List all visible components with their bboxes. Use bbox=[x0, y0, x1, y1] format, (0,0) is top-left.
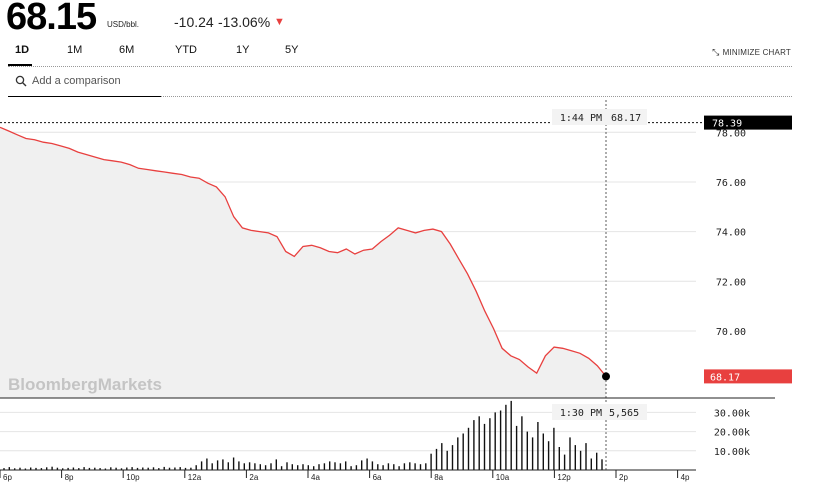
time-tick-label: 12p bbox=[557, 473, 571, 482]
price-tick-label: 70.00 bbox=[716, 327, 746, 338]
last-price-marker bbox=[602, 372, 610, 381]
crosshair-volume-value: 5,565 bbox=[609, 408, 639, 419]
price-chart[interactable]: 70.00 72.00 74.00 76.00 78.00 BloombergMarke… bbox=[0, 100, 817, 482]
price-area-fill bbox=[0, 127, 606, 399]
minimize-chart-label: MINIMIZE CHART bbox=[722, 48, 791, 57]
crosshair-price-tooltip-bg bbox=[552, 109, 647, 125]
watermark: BloombergMarkets bbox=[8, 375, 162, 394]
time-tick-label: 4a bbox=[311, 473, 320, 482]
active-tab-indicator bbox=[8, 64, 32, 66]
last-price-label: 68.17 bbox=[710, 372, 740, 383]
change-value: -10.24 bbox=[174, 14, 214, 30]
prior-close-label-bg bbox=[704, 115, 792, 130]
time-tick-label: 4p bbox=[681, 473, 690, 482]
price-tick-label: 78.00 bbox=[716, 128, 746, 139]
volume-tick-label: 10.00k bbox=[714, 447, 750, 458]
time-tick-label: 10a bbox=[496, 473, 510, 482]
collapse-arrows-icon: ⤡ bbox=[712, 47, 720, 57]
crosshair-price-value: 68.17 bbox=[611, 113, 641, 124]
time-tick-label: 12a bbox=[188, 473, 202, 482]
comparison-search-input[interactable] bbox=[32, 73, 157, 89]
volume-tick-label: 20.00k bbox=[714, 428, 750, 439]
minimize-chart-button[interactable]: ⤡ MINIMIZE CHART bbox=[712, 47, 791, 58]
time-tick-label: 6p bbox=[3, 473, 12, 482]
price-unit: USD/bbl. bbox=[107, 20, 140, 29]
tab-6m[interactable]: 6M bbox=[119, 44, 135, 56]
crosshair-volume-tooltip-bg bbox=[552, 404, 647, 420]
last-price-label-bg bbox=[704, 369, 792, 384]
search-underline bbox=[8, 96, 161, 97]
volume-bars bbox=[3, 400, 603, 470]
time-tick-label: 6a bbox=[373, 473, 382, 482]
prior-close-label: 78.39 bbox=[712, 119, 742, 130]
price-axis: 70.00 72.00 74.00 76.00 78.00 bbox=[716, 128, 746, 338]
price-tick-label: 76.00 bbox=[716, 178, 746, 189]
tab-ytd[interactable]: YTD bbox=[175, 44, 197, 56]
volume-axis: 10.00k 20.00k 30.00k bbox=[714, 408, 750, 457]
price-value: 68.15 bbox=[6, 0, 97, 38]
time-tick-label: 10p bbox=[126, 473, 140, 482]
tab-5y[interactable]: 5Y bbox=[285, 44, 299, 56]
time-tick-label: 2p bbox=[619, 473, 628, 482]
triangle-down-icon: ▼ bbox=[274, 16, 285, 28]
tabs-divider bbox=[8, 66, 792, 67]
price-line bbox=[0, 126, 607, 377]
tab-1d[interactable]: 1D bbox=[15, 44, 30, 56]
time-tick-label: 8a bbox=[434, 473, 443, 482]
change-percent: -13.06% bbox=[218, 14, 271, 30]
time-tick-label: 8p bbox=[65, 473, 74, 482]
price-tick-label: 72.00 bbox=[716, 277, 746, 288]
volume-tick-label: 30.00k bbox=[714, 408, 750, 419]
search-icon bbox=[15, 75, 27, 87]
price-tick-label: 74.00 bbox=[716, 228, 746, 239]
crosshair-volume-time: 1:30 PM bbox=[560, 408, 602, 419]
crosshair-price-time: 1:44 PM bbox=[560, 113, 602, 124]
tab-1m[interactable]: 1M bbox=[67, 44, 83, 56]
search-divider bbox=[161, 96, 792, 97]
time-tick-label: 2a bbox=[249, 473, 258, 482]
tab-1y[interactable]: 1Y bbox=[236, 44, 250, 56]
time-axis: 6p 8p 10p 12a 2a 4a 6a 8a 10a 12p 2p 4p bbox=[0, 470, 690, 482]
